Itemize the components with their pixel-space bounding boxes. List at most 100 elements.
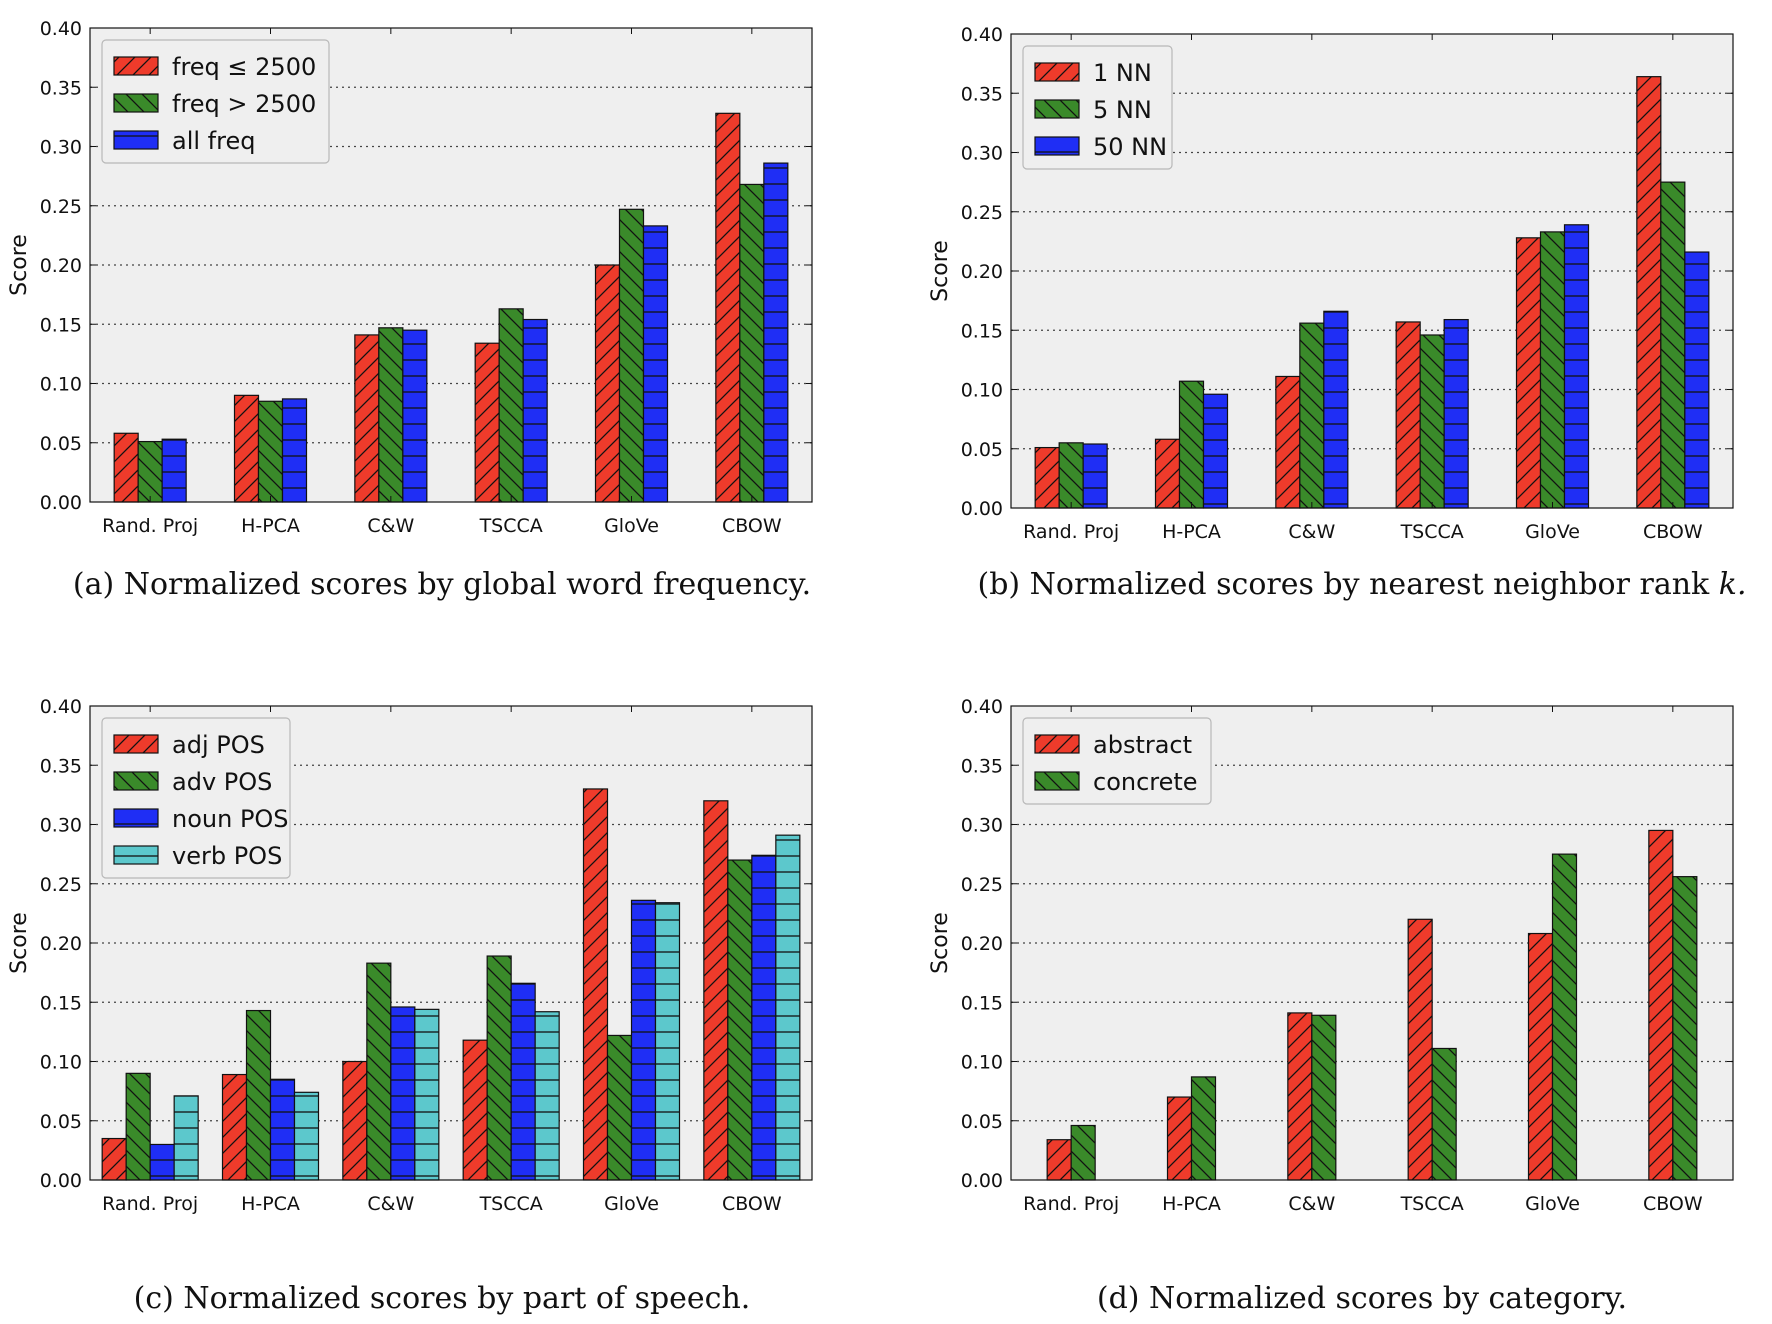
x-tick-label: GloVe <box>604 1193 659 1215</box>
x-tick-label: H-PCA <box>1162 1193 1221 1215</box>
y-tick-label: 0.15 <box>961 992 1003 1014</box>
bar-1-1 <box>101 1137 127 1181</box>
bar-2-3 <box>1299 322 1325 509</box>
y-tick-label: 0.25 <box>961 874 1003 896</box>
x-tick-label: C&W <box>367 515 414 537</box>
plot-frame <box>1010 705 1734 1181</box>
bar-3-6 <box>1684 251 1710 509</box>
bar-1-4 <box>474 342 500 503</box>
y-tick-label: 0.35 <box>40 77 82 99</box>
bar-1-4 <box>462 1039 488 1181</box>
bar-1-6 <box>1636 76 1662 509</box>
legend-swatch-2 <box>1034 99 1080 119</box>
x-tick-label: CBOW <box>1643 521 1703 543</box>
panel-d: 0.00 0.05 0.10 0.15 0.20 0.25 0.30 0.35 0.40 Scor… <box>928 696 1734 1215</box>
bar-1-6 <box>715 112 741 503</box>
y-tick-label: 0.20 <box>961 933 1003 955</box>
bar-3-5 <box>642 225 669 503</box>
bar-1-3 <box>342 1060 368 1181</box>
bar-1-5 <box>582 788 609 1181</box>
bar-2-3 <box>1311 1014 1337 1181</box>
bar-4-1 <box>173 1095 199 1181</box>
y-tick-label: 0.30 <box>961 143 1003 165</box>
bar-3-4 <box>510 982 536 1181</box>
y-tick-label: 0.00 <box>40 492 82 514</box>
bar-2-6 <box>739 183 765 503</box>
legend-label-4: verb POS <box>172 842 282 870</box>
x-tick-label: C&W <box>367 1193 414 1215</box>
y-tick-label: 0.25 <box>40 874 82 896</box>
legend-swatch-3 <box>1034 136 1080 156</box>
legend-label-2: adv POS <box>172 768 272 796</box>
y-axis-label: Score <box>7 912 32 974</box>
x-tick-label: Rand. Proj <box>102 1193 198 1215</box>
legend-label-2: concrete <box>1093 768 1198 796</box>
bar-3-3 <box>1323 310 1349 509</box>
y-tick-label: 0.05 <box>961 1111 1003 1133</box>
bar-4-5 <box>654 902 681 1181</box>
x-tick-label: TSCCA <box>479 1193 543 1215</box>
bar-1-6 <box>703 800 729 1181</box>
caption-d: (d) Normalized scores by category. <box>1097 1281 1627 1316</box>
bar-1-1 <box>113 432 139 503</box>
x-tick-label: C&W <box>1288 521 1335 543</box>
bar-1-5 <box>1527 932 1554 1181</box>
legend <box>101 39 330 164</box>
bar-2-1 <box>125 1072 151 1181</box>
legend-swatch-1 <box>113 734 159 754</box>
y-tick-label: 0.10 <box>961 380 1003 402</box>
bar-3-3 <box>402 329 428 503</box>
y-tick-label: 0.30 <box>961 815 1003 837</box>
bar-3-5 <box>1563 224 1590 509</box>
x-tick-label: Rand. Proj <box>1023 1193 1119 1215</box>
x-tick-label: GloVe <box>604 515 659 537</box>
legend-label-1: freq ≤ 2500 <box>172 53 316 81</box>
y-axis-label: Score <box>7 234 32 296</box>
caption-a: (a) Normalized scores by global word fre… <box>73 567 811 602</box>
x-tick-label: TSCCA <box>1400 521 1464 543</box>
y-axis-label: Score <box>928 240 953 302</box>
x-tick-label: H-PCA <box>1162 521 1221 543</box>
y-tick-label: 0.35 <box>40 755 82 777</box>
bar-1-3 <box>1275 375 1301 509</box>
bar-1-2 <box>1154 438 1181 509</box>
bar-3-1 <box>149 1143 175 1181</box>
y-tick-label: 0.15 <box>961 320 1003 342</box>
y-tick-label: 0.40 <box>961 696 1003 718</box>
bar-1-4 <box>1395 321 1421 509</box>
bar-2-5 <box>606 1034 633 1181</box>
legend-label-2: 5 NN <box>1093 96 1152 124</box>
x-tick-label: CBOW <box>722 515 782 537</box>
y-tick-label: 0.30 <box>40 137 82 159</box>
x-tick-label: GloVe <box>1525 1193 1580 1215</box>
y-tick-label: 0.00 <box>961 1170 1003 1192</box>
bar-1-3 <box>1287 1012 1313 1181</box>
bar-2-4 <box>486 955 512 1181</box>
y-tick-label: 0.25 <box>961 202 1003 224</box>
legend-label-1: abstract <box>1093 731 1192 759</box>
y-tick-label: 0.00 <box>961 498 1003 520</box>
legend-swatch-3 <box>113 808 159 828</box>
legend-swatch-4 <box>113 845 159 865</box>
bar-3-3 <box>390 1006 416 1181</box>
x-tick-label: TSCCA <box>1400 1193 1464 1215</box>
bar-4-2 <box>293 1091 320 1181</box>
y-tick-label: 0.30 <box>40 815 82 837</box>
legend-swatch-2 <box>1034 771 1080 791</box>
plot-frame <box>1010 33 1734 509</box>
bar-3-6 <box>751 854 777 1181</box>
x-tick-label: Rand. Proj <box>1023 521 1119 543</box>
bar-1-2 <box>1166 1096 1193 1181</box>
panel-a: 0.00 0.05 0.10 0.15 0.20 0.25 0.30 0.35 0.40 Scor… <box>7 18 813 537</box>
legend <box>101 717 291 879</box>
y-tick-label: 0.40 <box>40 696 82 718</box>
bar-2-4 <box>498 308 524 503</box>
legend-label-1: 1 NN <box>1093 59 1152 87</box>
bar-3-2 <box>269 1078 296 1181</box>
bar-2-3 <box>378 327 404 503</box>
x-tick-label: Rand. Proj <box>102 515 198 537</box>
y-tick-label: 0.00 <box>40 1170 82 1192</box>
legend-swatch-1 <box>113 56 159 76</box>
bar-3-2 <box>281 398 308 503</box>
